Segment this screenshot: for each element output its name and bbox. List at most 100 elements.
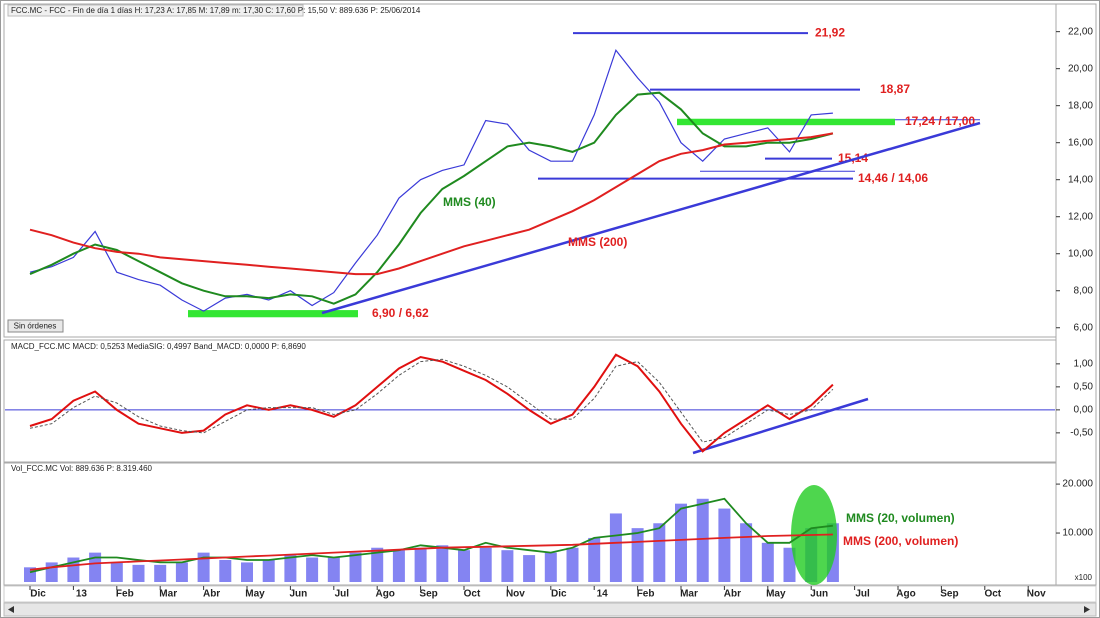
volume-bar [631,528,644,582]
y-tick-label: 20,00 [1068,63,1093,74]
x-tick-label: May [245,589,265,600]
macd-header: MACD_FCC.MC MACD: 0,5253 MediaSIG: 0,499… [11,342,306,351]
volume-header: Vol_FCC.MC Vol: 889.636 P: 8.319.460 [11,464,153,473]
band-label: 17,24 / 17,00 [905,114,975,128]
y-tick-label: 0,50 [1074,382,1094,393]
x-tick-label: Ago [896,589,915,600]
volume-bar [284,555,297,582]
level-label: 18,87 [880,82,910,96]
x-tick-label: Sep [419,589,437,600]
volume-bar [306,557,319,582]
y-tick-label: 12,00 [1068,211,1093,222]
volume-bar [653,523,666,582]
y-tick-label: 20.000 [1062,479,1093,490]
volume-bar [154,564,167,582]
x-tick-label: Jul [335,589,350,600]
volume-bar [696,498,709,582]
button-label[interactable]: Sin órdenes [14,322,57,331]
volume-bar [761,542,774,582]
x-tick-label: Jun [810,589,828,600]
series-label: MMS (40) [443,195,496,209]
trend-line [692,397,869,455]
level-label: 21,92 [815,25,845,39]
volume-bar [458,550,470,582]
volume-bar [501,550,514,582]
x-tick-label: Jul [855,589,870,600]
y-tick-label: -0,50 [1070,428,1093,439]
x-tick-label: Nov [506,589,525,600]
series-line [29,358,834,443]
y-tick-label: 0,00 [1074,405,1094,416]
legend-label: MMS (200, volumen) [843,534,958,548]
header-box [7,4,304,17]
volume-bar [197,552,210,582]
volume-bar [436,545,449,582]
x-tick-label: 13 [76,589,88,600]
scroll-left[interactable] [8,606,14,613]
x-tick-label: Oct [984,589,1001,600]
series-line [29,91,834,305]
volume-bar [241,562,253,582]
volume-bar [262,559,275,582]
volume-bar [414,547,427,582]
volume-bar [89,552,102,582]
x-tick-label: Abr [203,589,220,600]
band-label: 6,90 / 6,62 [372,306,429,320]
volume-bar [392,550,405,582]
volume-bar [609,513,622,582]
volume-bar [327,557,340,582]
volume-bar [45,562,58,582]
volume-bar [523,555,536,582]
button[interactable] [7,319,64,333]
volume-bar [479,547,492,582]
volume-bar [588,537,601,582]
x-tick-label: May [766,589,786,600]
volume-bar [566,547,579,582]
series-line [29,497,834,574]
y-tick-label: 22,00 [1068,26,1093,37]
volume-bar [110,562,123,582]
volume-bar [371,547,384,582]
axis-panel [1055,3,1097,586]
volume-bar [675,503,687,582]
y-tick-label: 18,00 [1068,100,1093,111]
volume-bar [718,508,731,582]
x-tick-label: Ago [375,589,394,600]
band [188,310,358,318]
series-line [29,132,834,276]
y-tick-label: 14,00 [1068,174,1093,185]
volume-bar [132,564,145,582]
scrollbar[interactable] [3,602,1097,617]
x-tick-label: Feb [116,589,134,600]
y-tick-label: 10.000 [1062,528,1093,539]
y-tick-label: 16,00 [1068,137,1093,148]
volume-bar [544,552,557,582]
band [677,118,895,126]
series-line [29,353,834,453]
x-tick-label: Mar [680,589,698,600]
x-tick-label: Abr [724,589,741,600]
x-axis-panel [3,585,1097,603]
y-tick-label: 8,00 [1074,285,1094,296]
x-tick-label: Nov [1027,589,1046,600]
y-tick-label: 1,00 [1074,359,1094,370]
unit-label: x100 [1075,573,1093,582]
x-tick-label: Feb [637,589,655,600]
trend-line [321,121,981,315]
price-line [29,48,833,312]
volume-bar [740,523,753,582]
y-tick-label: 10,00 [1068,248,1093,259]
level-label: 14,46 / 14,06 [858,171,928,185]
scroll-right[interactable] [1084,606,1090,613]
series-line [29,533,833,571]
x-tick-label: Oct [464,589,481,600]
volume-bar [783,547,796,582]
x-tick-label: Dic [551,589,567,600]
volume-bar [219,559,232,582]
volume-bar [349,552,362,582]
series-label: MMS (200) [568,235,627,249]
volume-bar [175,562,188,582]
legend-label: MMS (20, volumen) [846,511,955,525]
